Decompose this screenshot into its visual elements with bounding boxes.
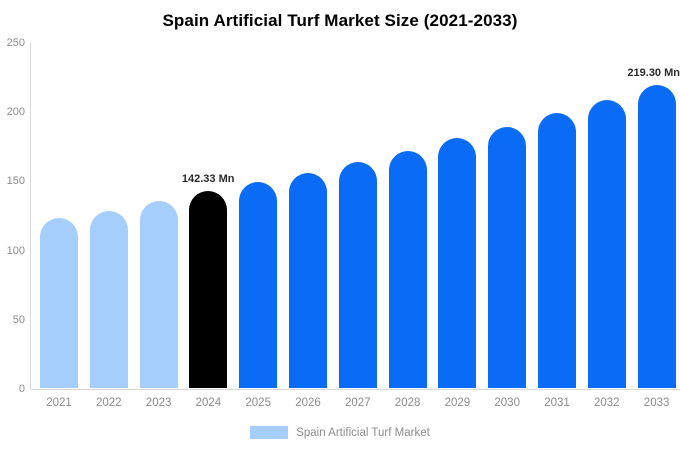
bar-2027[interactable]: [338, 162, 377, 388]
bar-2026[interactable]: [289, 173, 327, 388]
x-tick-label-2030: 2030: [494, 397, 520, 409]
x-tick-label-2022: 2022: [96, 397, 122, 409]
x-axis-line: [30, 389, 680, 390]
y-tick-label: 0: [18, 383, 25, 395]
x-tick-label-2027: 2027: [345, 397, 371, 409]
plot-area: 0 50 100 150 200 250 2021 2022 2023 2024 2025 2026 2…: [7, 37, 680, 409]
legend-swatch: [250, 426, 289, 439]
x-tick-label-2032: 2032: [594, 397, 620, 409]
x-tick-label-2023: 2023: [145, 397, 172, 409]
y-tick-label: 100: [6, 244, 25, 257]
x-tick-label-2024: 2024: [195, 397, 222, 409]
y-tick-label: 250: [6, 37, 25, 49]
x-tick-label-2033: 2033: [643, 397, 670, 409]
bar-2022[interactable]: [89, 210, 128, 388]
bar-2029[interactable]: [438, 138, 477, 388]
bar-2028[interactable]: [388, 151, 427, 388]
x-tick-label-2025: 2025: [245, 397, 271, 409]
bar-value-label-2024: 142.33 Mn: [181, 173, 235, 186]
x-tick-label-2021: 2021: [46, 397, 72, 409]
bar-2030[interactable]: [488, 127, 527, 388]
bar-2032[interactable]: [587, 100, 626, 388]
x-tick-label-2028: 2028: [394, 397, 421, 409]
y-tick-label: 200: [6, 106, 25, 119]
bar-2023[interactable]: [139, 201, 178, 388]
x-tick-label-2026: 2026: [295, 397, 321, 409]
legend[interactable]: Spain Artificial Turf Market: [0, 426, 680, 439]
bar-2021[interactable]: [40, 218, 78, 388]
x-tick-label-2029: 2029: [444, 397, 471, 409]
bar-value-label-2033: 219.30 Mn: [627, 66, 680, 79]
bar-2024[interactable]: [189, 191, 228, 388]
legend-label: Spain Artificial Turf Market: [296, 426, 430, 439]
bar-2033[interactable]: [637, 84, 676, 388]
y-tick-label: 50: [12, 313, 25, 326]
bar-2031[interactable]: [538, 113, 576, 388]
bar-2025[interactable]: [239, 181, 278, 388]
chart-title: Spain Artificial Turf Market Size (2021-…: [162, 11, 518, 30]
x-tick-label-2031: 2031: [544, 397, 570, 409]
y-axis-line: [30, 43, 31, 390]
y-tick-label: 150: [6, 175, 25, 188]
